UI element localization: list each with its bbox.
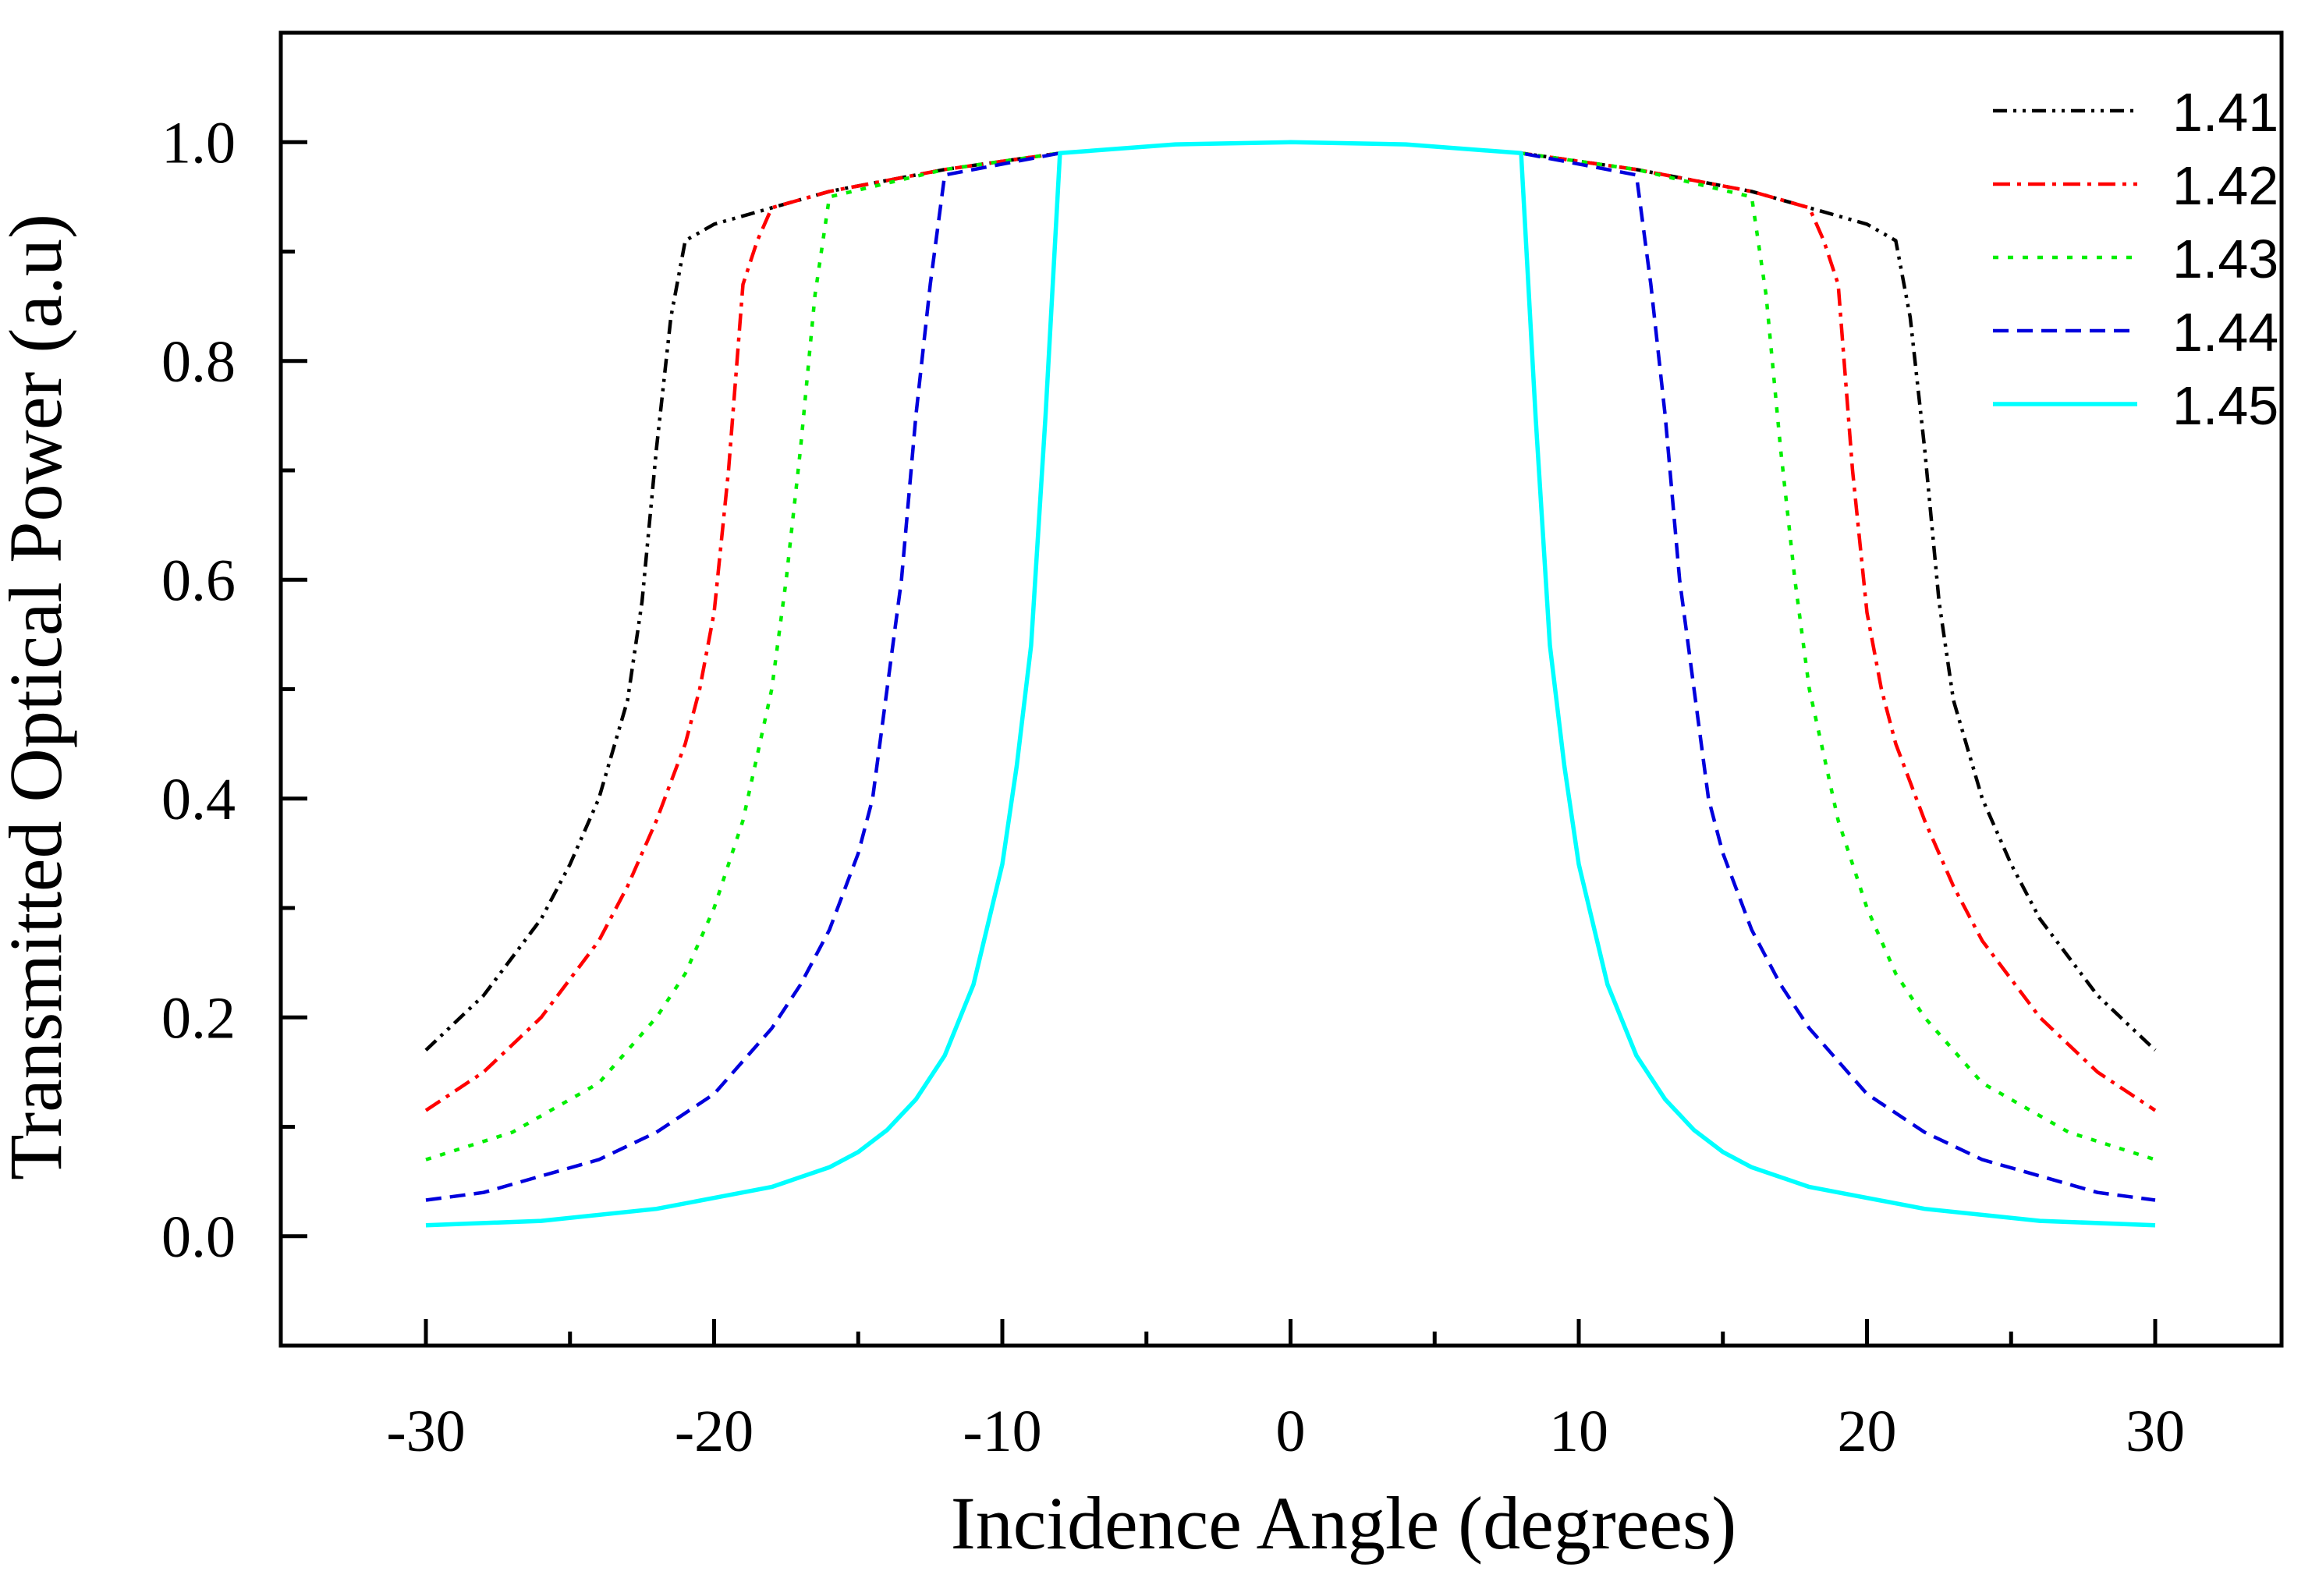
x-tick-label: 30 <box>2126 1399 2185 1464</box>
legend-label: 1.45 <box>2172 375 2278 436</box>
legend-label: 1.42 <box>2172 155 2278 216</box>
y-tick-label: 0.8 <box>161 329 236 395</box>
x-axis-title: Incidence Angle (degrees) <box>951 1481 1736 1565</box>
legend-label: 1.43 <box>2172 229 2278 289</box>
legend: 1.41 1.42 1.43 1.44 1.45 <box>1993 82 2278 436</box>
x-tick-label: -20 <box>675 1399 753 1464</box>
legend-label: 1.44 <box>2172 302 2278 363</box>
y-tick-label: 0.4 <box>161 767 236 832</box>
series-layer <box>424 140 2157 1228</box>
x-axis: -30 -20 -10 0 10 20 30 <box>386 1319 2185 1464</box>
y-tick-label: 0.2 <box>161 985 236 1051</box>
x-tick-label: -10 <box>963 1399 1041 1464</box>
x-tick-label: 20 <box>1838 1399 1897 1464</box>
x-tick-label: -30 <box>386 1399 465 1464</box>
x-tick-label: 10 <box>1549 1399 1608 1464</box>
y-axis-title: Transmitted Optical Power (a.u) <box>0 214 77 1180</box>
series-line-1-42 <box>424 140 2157 1112</box>
y-tick-label: 0.6 <box>161 548 236 613</box>
legend-label: 1.41 <box>2172 82 2278 143</box>
x-tick-label: 0 <box>1276 1399 1306 1464</box>
y-tick-label: 0.0 <box>161 1204 236 1270</box>
series-line-1-45 <box>425 140 2156 1228</box>
y-axis: 0.0 0.2 0.4 0.6 0.8 1.0 <box>161 30 307 1348</box>
y-tick-label: 1.0 <box>161 110 236 176</box>
